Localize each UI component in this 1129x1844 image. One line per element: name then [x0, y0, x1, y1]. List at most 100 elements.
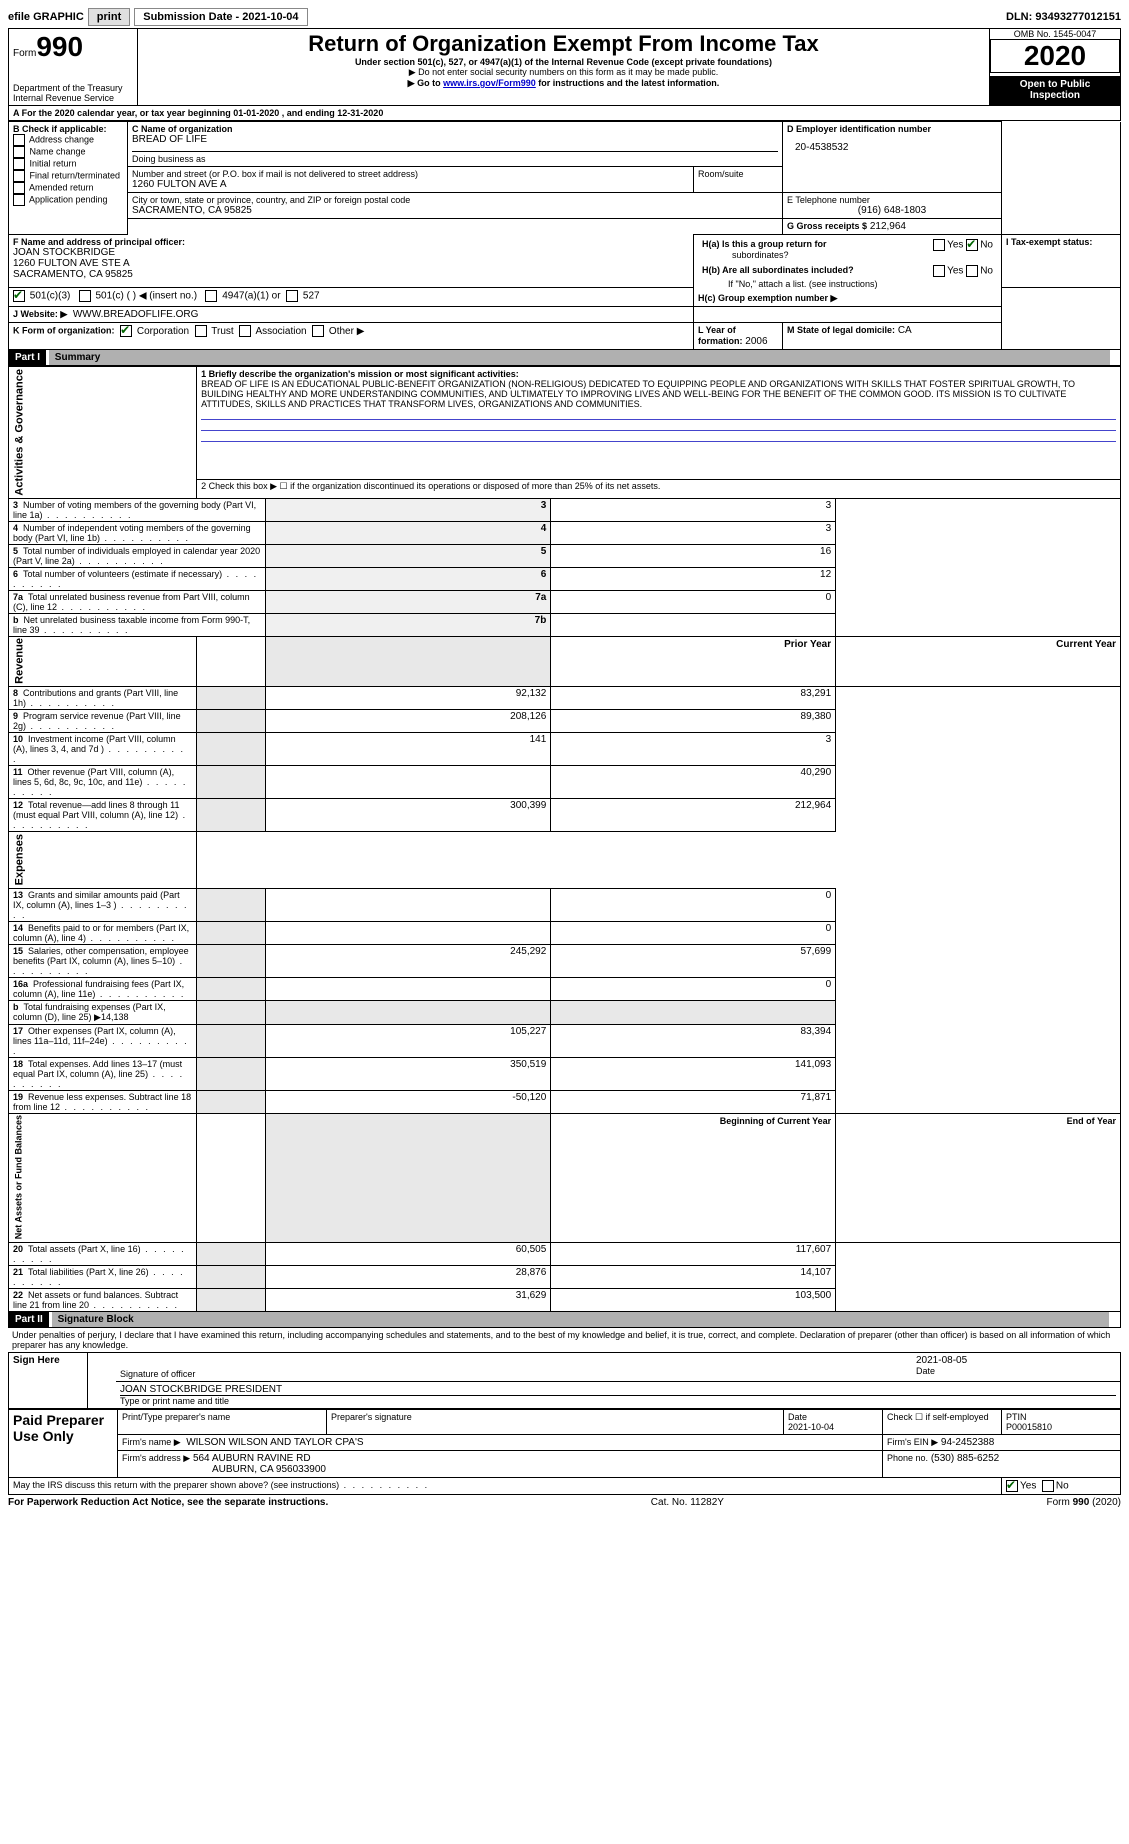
form-title: Return of Organization Exempt From Incom… — [142, 31, 985, 57]
discuss-yes-checkbox[interactable] — [1006, 1480, 1018, 1492]
footer: For Paperwork Reduction Act Notice, see … — [8, 1497, 1121, 1508]
b-item: Application pending — [13, 194, 123, 206]
vert-net: Net Assets or Fund Balances — [9, 1113, 197, 1242]
website: WWW.BREADOFLIFE.ORG — [73, 309, 199, 320]
k-item: Corporation — [120, 326, 195, 337]
tax-year: 2020 — [990, 39, 1120, 73]
l-label: L Year of formation: — [698, 325, 743, 346]
dba-label: Doing business as — [132, 151, 778, 164]
prep-phone: (530) 885-6252 — [931, 1453, 999, 1464]
org-name: BREAD OF LIFE — [132, 134, 778, 145]
hb-label: H(b) Are all subordinates included? — [702, 265, 854, 275]
discuss-question: May the IRS discuss this return with the… — [9, 1478, 1002, 1495]
type-name-label: Type or print name and title — [120, 1395, 1116, 1406]
i-501c3-checkbox[interactable] — [13, 290, 25, 302]
dln: DLN: 93493277012151 — [1006, 11, 1121, 23]
sig-officer-label: Signature of officer — [120, 1369, 908, 1379]
hc-label: H(c) Group exemption number ▶ — [698, 293, 997, 304]
m-label: M State of legal domicile: — [787, 325, 895, 335]
print-button[interactable]: print — [88, 8, 130, 26]
part1-table: Activities & Governance 1 Briefly descri… — [8, 366, 1121, 1312]
efile-label: efile GRAPHIC — [8, 11, 84, 23]
k-item: Trust — [195, 326, 240, 337]
omb: OMB No. 1545-0047 — [990, 29, 1120, 39]
d-label: D Employer identification number — [787, 124, 997, 134]
vert-exp: Expenses — [9, 832, 197, 888]
vert-ag: Activities & Governance — [9, 367, 197, 499]
self-employed: Check ☐ if self-employed — [883, 1410, 1002, 1435]
b-item: Initial return — [13, 158, 123, 170]
officer-typed-name: JOAN STOCKBRIDGE PRESIDENT — [120, 1384, 1116, 1395]
part2-title: Signature Block — [52, 1312, 1109, 1327]
prep-date: 2021-10-04 — [788, 1422, 834, 1432]
col-current: Current Year — [836, 636, 1121, 687]
date-label: Date — [916, 1366, 1116, 1376]
street-label: Number and street (or P.O. box if mail i… — [132, 169, 689, 179]
b-item: Name change — [13, 146, 123, 158]
i-label: I Tax-exempt status: — [1006, 237, 1092, 247]
f-label: F Name and address of principal officer: — [13, 237, 689, 247]
ptin: P00015810 — [1006, 1422, 1052, 1432]
ha-label: H(a) Is this a group return for — [702, 239, 827, 249]
street: 1260 FULTON AVE A — [132, 179, 689, 190]
open-inspection: Open to Public Inspection — [990, 77, 1121, 106]
b-item: Address change — [13, 134, 123, 146]
perjury-decl: Under penalties of perjury, I declare th… — [8, 1328, 1121, 1352]
firm-addr1: 564 AUBURN RAVINE RD — [193, 1453, 311, 1464]
top-bar: efile GRAPHIC print Submission Date - 20… — [8, 8, 1121, 26]
hb-note: If "No," attach a list. (see instruction… — [728, 279, 997, 289]
i-527-checkbox[interactable] — [286, 290, 298, 302]
k-item: Association — [239, 326, 312, 337]
ha-yes-checkbox[interactable] — [933, 239, 945, 251]
form-number: 990 — [36, 31, 83, 62]
note-link: ▶ Go to www.irs.gov/Form990 for instruct… — [142, 78, 985, 89]
irs-link[interactable]: www.irs.gov/Form990 — [443, 78, 536, 88]
b-item: Final return/terminated — [13, 170, 123, 182]
mission-text: BREAD OF LIFE IS AN EDUCATIONAL PUBLIC-B… — [201, 379, 1116, 409]
discuss-no-checkbox[interactable] — [1042, 1480, 1054, 1492]
hb-no-checkbox[interactable] — [966, 265, 978, 277]
g-label: G Gross receipts $ — [787, 221, 867, 231]
col-begin: Beginning of Current Year — [551, 1113, 836, 1242]
i-4947-checkbox[interactable] — [205, 290, 217, 302]
ha-no-checkbox[interactable] — [966, 239, 978, 251]
city-label: City or town, state or province, country… — [132, 195, 778, 205]
submission-date: Submission Date - 2021-10-04 — [134, 8, 307, 26]
year-formation: 2006 — [745, 336, 767, 347]
tax-year-line: A For the 2020 calendar year, or tax yea… — [8, 106, 1121, 121]
vert-rev: Revenue — [9, 636, 197, 687]
dept-label: Department of the Treasury Internal Reve… — [13, 83, 133, 103]
city: SACRAMENTO, CA 95825 — [132, 205, 778, 216]
officer-addr1: 1260 FULTON AVE STE A — [13, 258, 689, 269]
prep-name-label: Print/Type preparer's name — [118, 1410, 327, 1435]
officer-addr2: SACRAMENTO, CA 95825 — [13, 269, 689, 280]
room-label: Room/suite — [698, 169, 778, 179]
line2: 2 Check this box ▶ ☐ if the organization… — [197, 479, 1121, 498]
gross-receipts: 212,964 — [870, 221, 906, 232]
sig-date: 2021-08-05 — [916, 1355, 1116, 1366]
phone: (916) 648-1803 — [787, 205, 997, 216]
hb-yes-checkbox[interactable] — [933, 265, 945, 277]
part1-title: Summary — [49, 350, 1110, 365]
footer-mid: Cat. No. 11282Y — [651, 1497, 724, 1508]
b-item: Amended return — [13, 182, 123, 194]
sign-here: Sign Here — [9, 1353, 88, 1409]
col-prior: Prior Year — [551, 636, 836, 687]
footer-right: Form 990 (2020) — [1047, 1497, 1121, 1508]
signature-block: Sign Here Signature of officer 2021-08-0… — [8, 1352, 1121, 1409]
prep-sig-label: Preparer's signature — [327, 1410, 784, 1435]
paid-preparer-label: Paid Preparer Use Only — [9, 1410, 118, 1478]
firm-ein: 94-2452388 — [941, 1437, 994, 1448]
b-label: B Check if applicable: — [13, 124, 123, 134]
i-501c-checkbox[interactable] — [79, 290, 91, 302]
firm-addr2: AUBURN, CA 956033900 — [212, 1464, 326, 1475]
col-end: End of Year — [836, 1113, 1121, 1242]
domicile: CA — [898, 325, 912, 336]
k-item: Other ▶ — [312, 326, 370, 337]
line1-label: 1 Briefly describe the organization's mi… — [201, 369, 1116, 379]
firm-name: WILSON WILSON AND TAYLOR CPA'S — [186, 1437, 363, 1448]
officer-name: JOAN STOCKBRIDGE — [13, 247, 689, 258]
ein: 20-4538532 — [795, 142, 997, 153]
c-label: C Name of organization — [132, 124, 778, 134]
form-header: Form990 Department of the Treasury Inter… — [8, 28, 1121, 106]
